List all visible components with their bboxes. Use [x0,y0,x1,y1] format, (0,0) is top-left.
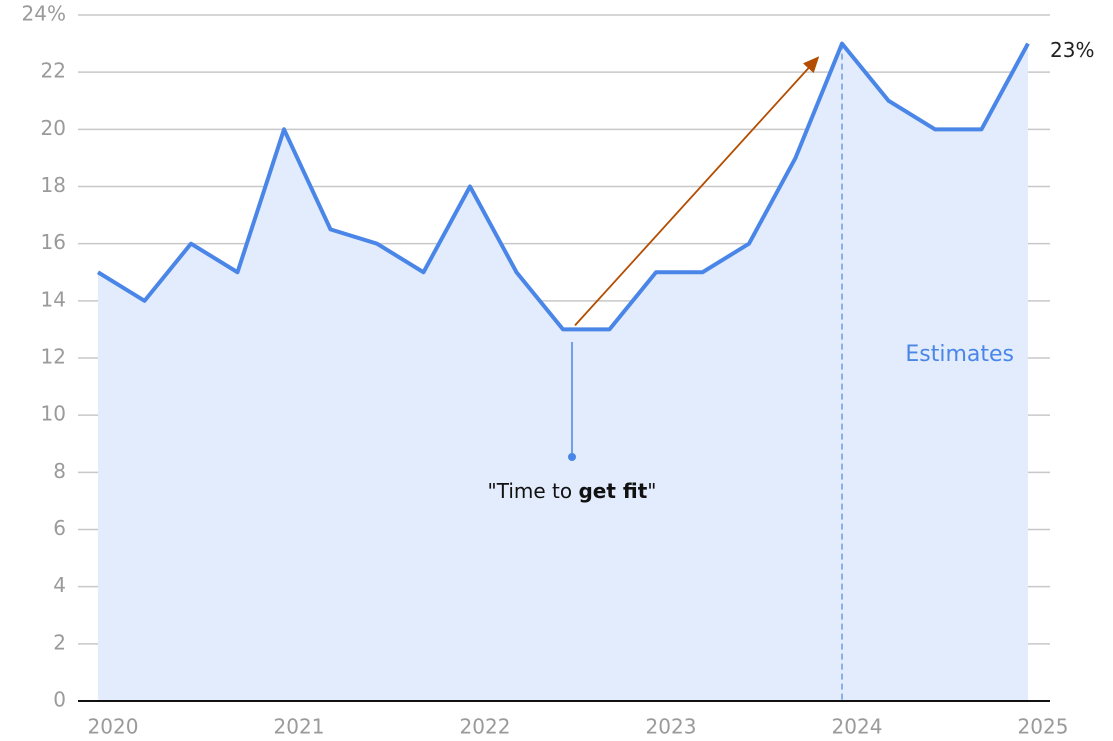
y-tick-label: 8 [53,459,66,483]
x-tick-label: 2025 [1018,715,1069,739]
y-tick-label: 20 [41,116,66,140]
y-tick-label: 18 [41,173,66,197]
x-tick-label: 2022 [460,715,511,739]
y-tick-label: 4 [53,573,66,597]
y-tick-label: 12 [41,345,66,369]
y-tick-label: 16 [41,230,66,254]
y-tick-label: 10 [41,402,66,426]
y-tick-label: 14 [41,287,66,311]
value-label: 23% [1050,38,1094,62]
x-tick-label: 2020 [88,715,139,739]
y-tick-label: 22 [41,59,66,83]
x-tick-label: 2023 [646,715,697,739]
y-tick-label: 6 [53,516,66,540]
y-tick-label: 0 [53,688,66,712]
trend-arrow [574,56,820,327]
annotation-dot [568,453,576,461]
x-tick-label: 2024 [832,715,883,739]
y-tick-label: 2 [53,630,66,654]
line [96,41,1030,332]
y-tick-label: 24% [22,2,66,26]
annotation: "Time to get fit" [488,479,657,503]
region-label: Estimates [905,342,1014,367]
x-tick-label: 2021 [274,715,325,739]
area [98,43,1028,702]
